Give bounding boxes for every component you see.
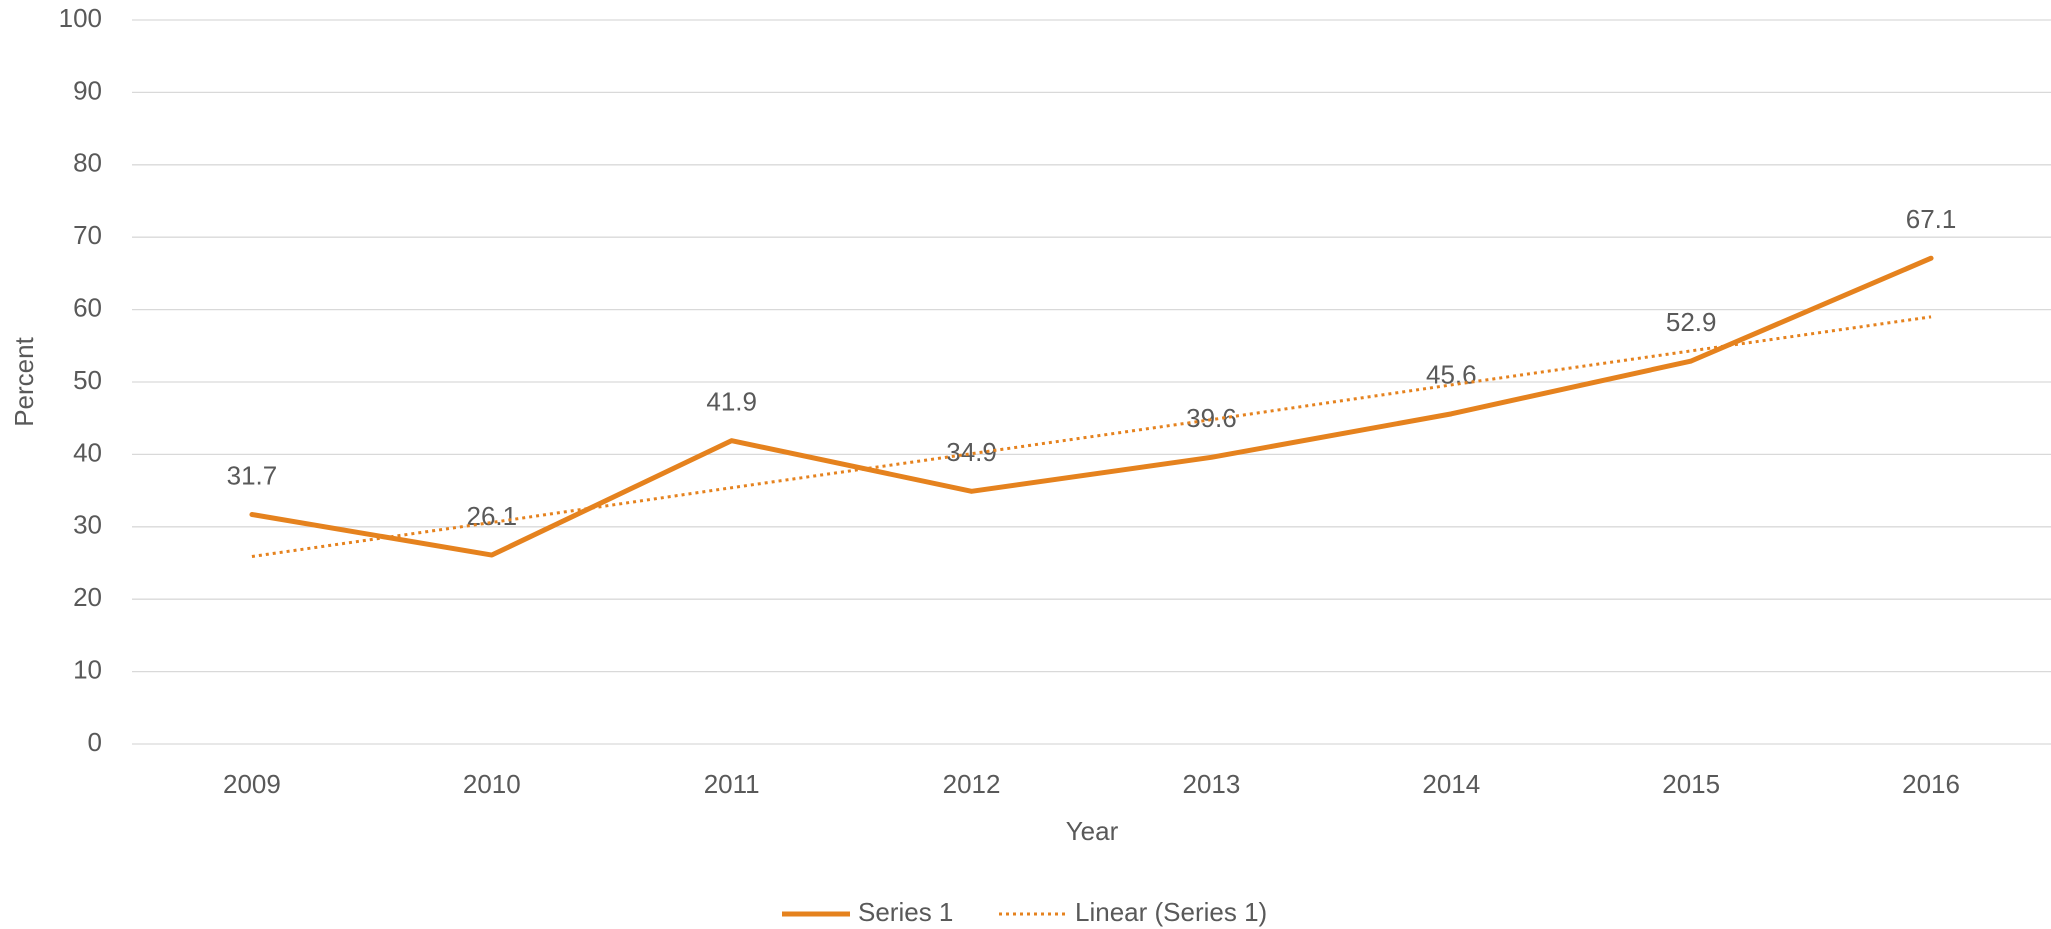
- x-tick-label: 2016: [1902, 769, 1960, 799]
- data-label: 67.1: [1906, 204, 1957, 234]
- y-tick-label: 50: [73, 365, 102, 395]
- x-tick-label: 2013: [1183, 769, 1241, 799]
- x-tick-label: 2010: [463, 769, 521, 799]
- data-label: 39.6: [1186, 403, 1237, 433]
- x-tick-label: 2011: [704, 769, 760, 799]
- y-tick-label: 10: [73, 654, 102, 684]
- series-line: [249, 255, 1934, 558]
- x-tick-label: 2015: [1662, 769, 1720, 799]
- y-axis-label: Percent: [9, 336, 39, 426]
- y-tick-label: 20: [73, 582, 102, 612]
- data-label: 52.9: [1666, 307, 1717, 337]
- series-line: [251, 315, 1932, 558]
- y-tick-label: 0: [88, 727, 102, 757]
- x-axis-label: Year: [1066, 816, 1119, 846]
- y-tick-label: 60: [73, 292, 102, 322]
- x-tick-label: 2009: [223, 769, 281, 799]
- y-tick-label: 90: [73, 75, 102, 105]
- y-tick-label: 40: [73, 437, 102, 467]
- y-tick-label: 100: [59, 3, 102, 33]
- legend-label: Linear (Series 1): [1075, 897, 1267, 927]
- data-label: 31.7: [227, 460, 278, 490]
- x-tick-label: 2014: [1422, 769, 1480, 799]
- y-tick-label: 30: [73, 510, 102, 540]
- y-tick-label: 80: [73, 148, 102, 178]
- y-tick-label: 70: [73, 220, 102, 250]
- x-tick-label: 2012: [943, 769, 1001, 799]
- data-label: 41.9: [706, 387, 757, 417]
- legend-label: Series 1: [858, 897, 953, 927]
